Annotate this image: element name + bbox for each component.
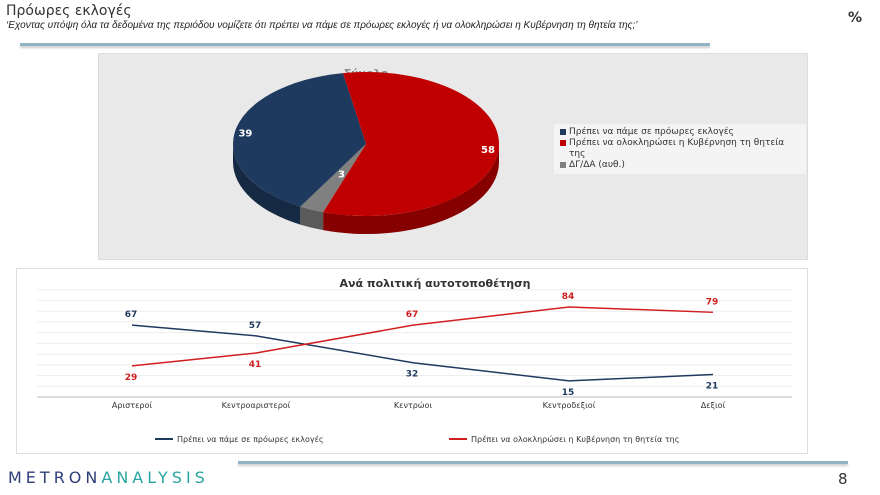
data-label: 32: [406, 370, 419, 380]
legend-swatch: [560, 129, 566, 135]
divider: [238, 461, 848, 464]
page-title: Πρόωρες εκλογές: [6, 3, 132, 19]
legend-swatch: [560, 140, 566, 146]
divider: [20, 43, 710, 46]
pie-slice-side: [323, 144, 499, 234]
line-chart-title: Ανά πολιτική αυτοτοποθέτηση: [339, 277, 530, 290]
x-tick-label: Κεντρώοι: [394, 400, 433, 410]
page-number: 8: [838, 470, 848, 488]
series-line: [131, 306, 714, 367]
data-label: 21: [706, 381, 719, 391]
data-label: 67: [125, 310, 138, 320]
metron-analysis-logo: METRONANALYSIS: [8, 468, 209, 487]
data-label: 67: [406, 310, 419, 320]
page-subtitle: ‘Εχοντας υπόψη όλα τα δεδομένα της περιό…: [6, 20, 638, 31]
legend-label: Πρέπει να πάμε σε πρόωρες εκλογές: [569, 127, 734, 137]
legend-label: ΔΓ/ΔΑ (αυθ.): [569, 160, 625, 170]
pie-slice-side: [233, 144, 301, 225]
pie-chart-panel: Σύνολο58339 Πρέπει να πάμε σε πρόωρες εκ…: [98, 53, 808, 260]
legend-swatch: [560, 162, 566, 168]
pie-slice: [233, 73, 366, 207]
data-label: 41: [249, 360, 262, 370]
x-tick-label: Κεντροδεξιοί: [543, 401, 596, 410]
data-label: 79: [706, 297, 719, 307]
pie-data-label: 3: [338, 170, 345, 181]
pie-slice: [300, 144, 366, 213]
series-line: [131, 324, 714, 382]
legend-item: ΔΓ/ΔΑ (αυθ.): [560, 160, 800, 171]
pie-data-label: 58: [481, 145, 495, 156]
legend-item: Πρέπει να ολοκληρώσει η Κυβέρνηση τη θητ…: [560, 138, 800, 160]
legend-item: Πρέπει να πάμε σε πρόωρες εκλογές: [560, 127, 800, 138]
pie-legend: Πρέπει να πάμε σε πρόωρες εκλογές Πρέπει…: [554, 124, 806, 174]
pie-slice-side: [300, 206, 324, 231]
pie-data-label: 39: [238, 129, 252, 140]
data-label: 15: [562, 388, 575, 398]
pie-chart: Σύνολο58339: [233, 67, 499, 234]
data-label: 84: [562, 292, 575, 302]
x-tick-label: Δεξιοί: [701, 401, 726, 410]
x-tick-label: Αριστεροί: [112, 401, 152, 410]
data-label: 29: [125, 373, 138, 383]
legend-label: Πρέπει να ολοκληρώσει η Κυβέρνηση τη θητ…: [471, 434, 679, 444]
data-label: 57: [249, 321, 262, 331]
legend-label: Πρέπει να πάμε σε πρόωρες εκλογές: [177, 434, 324, 444]
legend-label: Πρέπει να ολοκληρώσει η Κυβέρνηση τη θητ…: [569, 138, 785, 159]
unit-label: %: [848, 10, 863, 26]
line-chart-panel: Ανά πολιτική αυτοτοποθέτηση Αριστεροί Κεντ…: [16, 268, 808, 454]
line-chart: Ανά πολιτική αυτοτοποθέτηση Αριστεροί Κεντ…: [37, 277, 792, 444]
x-tick-label: Κεντροαριστεροί: [222, 401, 291, 410]
pie-slice: [323, 72, 499, 216]
